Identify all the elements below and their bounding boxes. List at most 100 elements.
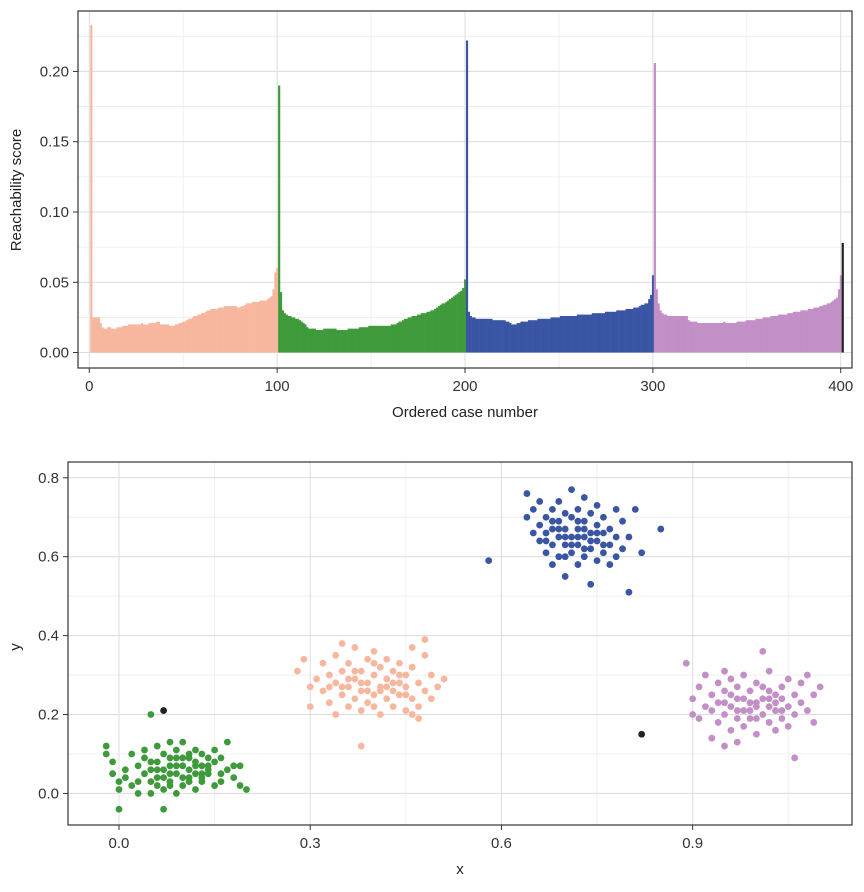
reachability-bar [108, 327, 112, 353]
reachability-bar [191, 317, 194, 353]
reachability-x-axis-title: Ordered case number [392, 404, 538, 421]
reachability-bar [225, 306, 228, 353]
scatter-point [192, 770, 199, 778]
reachability-bar [713, 323, 717, 353]
reachability-bar [580, 314, 583, 353]
reachability-bar [95, 317, 99, 353]
scatter-point [166, 770, 174, 778]
scatter-point [121, 766, 129, 774]
reachability-bar [234, 306, 238, 353]
reachability-bar [304, 324, 307, 353]
scatter-point [147, 766, 155, 774]
scatter-point [714, 719, 722, 726]
reachability-bar [390, 324, 393, 353]
reachability-bar [490, 318, 493, 353]
reachability-bar [127, 324, 130, 353]
reachability-bar [745, 320, 749, 353]
scatter-point [236, 782, 244, 789]
reachability-bar [492, 320, 495, 353]
reachability-bar [334, 328, 337, 353]
scatter-point [134, 790, 142, 797]
scatter-point [727, 703, 735, 711]
scatter-point [784, 703, 792, 711]
scatter-point [580, 494, 588, 501]
reachability-bar [296, 318, 300, 353]
reachability-bar [723, 321, 726, 353]
reachability-bar [447, 300, 450, 353]
scatter-point [733, 695, 741, 703]
reachability-bar [548, 318, 551, 353]
scatter-point [772, 726, 779, 734]
reachability-bar [807, 308, 811, 353]
reachability-bar [556, 317, 559, 353]
reachability-bar [606, 311, 610, 353]
reachability-bar [311, 328, 315, 353]
scatter-point [593, 537, 601, 545]
reachability-bar [358, 327, 362, 353]
reachability-bar [93, 317, 97, 353]
reachability-bar [110, 328, 114, 353]
reachability-bar [148, 323, 151, 353]
reachability-bar [315, 330, 318, 353]
scatter-point [402, 691, 410, 699]
scatter-point [351, 667, 359, 675]
scatter-point [338, 683, 346, 691]
scatter-point [408, 695, 416, 703]
scatter-point [230, 774, 238, 782]
scatter-point [402, 707, 410, 714]
reachability-bar [182, 321, 185, 353]
scatter-point [211, 758, 219, 766]
reachability-bar [473, 317, 476, 353]
reachability-bar [619, 310, 623, 353]
reachability-bar [612, 311, 615, 353]
reachability-bar [520, 321, 523, 353]
reachability-bar [768, 317, 771, 353]
scatter-point [529, 529, 537, 537]
reachability-bar [836, 297, 839, 353]
reachability-bar [588, 314, 591, 353]
scatter-point [752, 699, 760, 707]
scatter-point [179, 782, 187, 789]
scatter-point [574, 517, 582, 525]
reachability-bar [283, 313, 286, 353]
reachability-bar [751, 320, 754, 353]
scatter-point [396, 679, 403, 687]
reachability-bar [655, 289, 658, 353]
reachability-bar [546, 318, 549, 353]
reachability-bar [418, 314, 422, 353]
reachability-bar [614, 311, 617, 353]
scatter-point [568, 541, 575, 549]
reachability-bar [120, 327, 123, 353]
reachability-bar [789, 313, 792, 353]
scatter-point [147, 758, 155, 766]
reachability-bar [550, 317, 553, 353]
reachability-bar [809, 308, 812, 353]
reachability-bar [187, 318, 191, 353]
reachability-bar [362, 327, 365, 353]
reachability-bar [434, 308, 437, 353]
scatter-point [243, 786, 250, 793]
reachability-bar [813, 307, 816, 353]
reachability-bar [248, 303, 251, 353]
scatter-point [606, 541, 614, 549]
reachability-bar [650, 294, 653, 353]
reachability-bar [537, 318, 540, 353]
reachability-bar [533, 320, 536, 353]
scatter-point [396, 691, 403, 699]
reachability-bar [195, 315, 198, 353]
reachability-bar [114, 328, 117, 353]
scatter-point [166, 782, 174, 789]
reachability-bar [815, 307, 818, 353]
reachability-bar [469, 315, 472, 353]
reachability-bar [672, 315, 675, 353]
scatter-point [606, 561, 614, 568]
scatter-point [370, 647, 378, 655]
scatter-point [134, 778, 142, 785]
reachability-bar [821, 306, 824, 353]
scatter-point [153, 782, 161, 789]
scatter-point [185, 774, 193, 782]
scatter-point [434, 683, 442, 691]
reachability-bar [170, 325, 174, 353]
reachability-bar [347, 328, 350, 353]
